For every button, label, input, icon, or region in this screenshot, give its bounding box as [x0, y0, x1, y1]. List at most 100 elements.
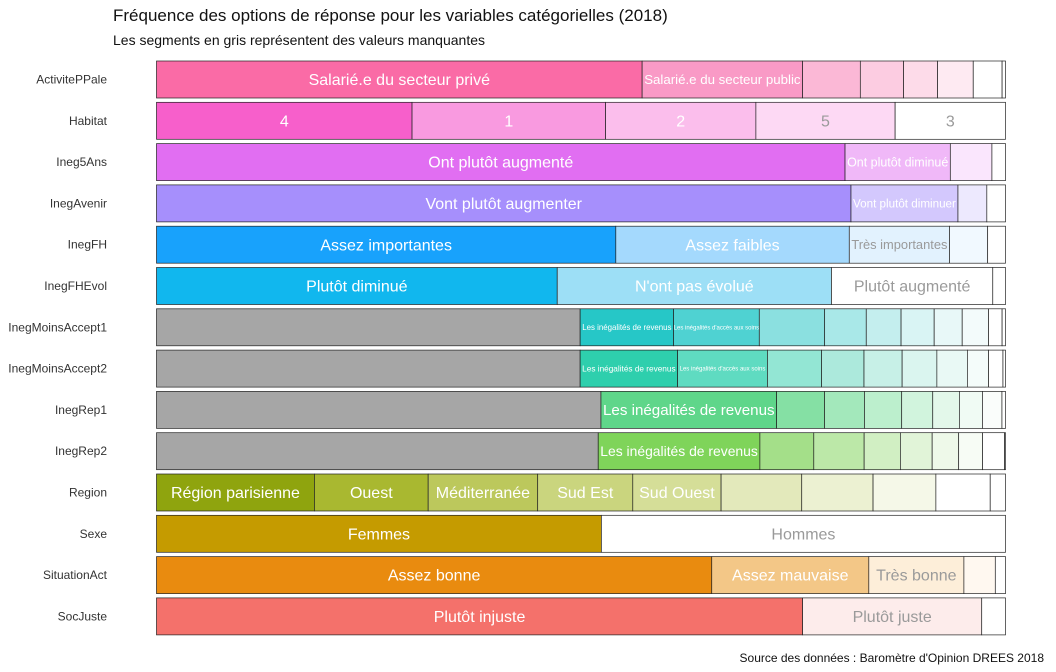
bar-segment: [156, 391, 602, 429]
row-label: Region: [69, 486, 107, 500]
bar-segment: [900, 432, 933, 471]
bar-row-InegRep2: InegRep2 Les inégalités de revenus: [55, 432, 1006, 471]
bar-segment: [427, 473, 539, 512]
bar-segment: [1004, 432, 1006, 471]
segment-label: Ont plutôt augmenté: [428, 155, 573, 172]
chart-subtitle: Les segments en gris représentent des va…: [113, 32, 485, 48]
bar-segment: [963, 556, 996, 594]
segment-label: Région parisienne: [171, 485, 300, 502]
row-label: Ineg5Ans: [56, 155, 107, 169]
bar-segment: [1002, 349, 1006, 388]
bar-segment: [597, 432, 761, 471]
bar-row-InegMoinsAccept2: InegMoinsAccept2 Les inégalités de revenu…: [8, 349, 1006, 388]
segment-label: Sud Ouest: [639, 485, 715, 502]
bar-segment: [863, 432, 901, 471]
bar-segment: [844, 143, 951, 181]
segment-label: Sud Est: [557, 485, 614, 502]
bar-segment: [991, 143, 1006, 181]
bar-segment: [961, 308, 989, 347]
bar-segment: [994, 556, 1006, 594]
bar-segment: [863, 349, 903, 388]
bar-segment: [901, 391, 934, 429]
bar-row-InegMoinsAccept1: InegMoinsAccept1 Les inégalités de revenu…: [8, 308, 1006, 347]
bar-segment: [156, 101, 413, 140]
bar-segment: [156, 597, 803, 636]
segment-label: Assez faibles: [685, 237, 779, 254]
row-label: InegFH: [68, 238, 107, 252]
row-label: SituationAct: [43, 568, 108, 582]
bar-segment: [411, 101, 606, 140]
bar-row-InegRep1: InegRep1 Les inégalités de revenus: [55, 391, 1006, 429]
bar-segment: [156, 225, 617, 264]
bar-segment: [903, 60, 938, 99]
bar-row-InegAvenir: InegAvenir Vont plutôt augmenter Vont plut…: [50, 184, 1006, 223]
bar-segment: [872, 473, 937, 512]
bar-segment: [981, 597, 1006, 636]
bar-segment: [1001, 391, 1006, 429]
segment-label: Plutôt diminué: [306, 279, 407, 296]
bar-segment: [1001, 60, 1006, 99]
bar-segment: [156, 432, 599, 471]
bar-segment: [937, 60, 974, 99]
segment-label: Assez mauvaise: [732, 568, 849, 585]
row-label: InegRep2: [55, 444, 107, 458]
bar-segment: [931, 432, 960, 471]
segment-label: Vont plutôt diminuer: [853, 197, 956, 210]
bar-segment: [711, 556, 870, 594]
bar-segment: [156, 60, 643, 99]
bar-segment: [824, 391, 865, 429]
bar-segment: [755, 101, 896, 140]
segment-label: Les inégalités d'accès aux soins: [680, 367, 766, 373]
segment-label: Assez importantes: [320, 237, 452, 254]
row-label: Habitat: [69, 114, 108, 128]
bar-segment: [776, 391, 825, 429]
segment-label: Les inégalités de revenus: [582, 364, 675, 373]
bar-row-Habitat: Habitat 4 1 2 5 3: [69, 101, 1006, 140]
bar-segment: [156, 473, 315, 512]
bar-segment: [859, 60, 904, 99]
bar-row-SocJuste: SocJuste Plutôt injuste Plutôt juste: [58, 597, 1006, 636]
row-label: InegMoinsAccept2: [8, 362, 107, 376]
bar-segment: [156, 143, 846, 181]
bar-segment: [802, 597, 983, 636]
bar-segment: [935, 473, 991, 512]
bar-segment: [868, 556, 965, 594]
bar-row-ActivitePPale: ActivitePPale Salarié.e du secteur privé S…: [36, 60, 1006, 99]
bar-segment: [156, 267, 558, 305]
bar-segment: [987, 225, 1006, 264]
segment-label: Hommes: [771, 526, 835, 543]
bar-segment: [1001, 308, 1006, 347]
segment-label: 2: [676, 113, 685, 130]
bar-segment: [959, 391, 983, 429]
bar-segment: [901, 349, 938, 388]
bar-segment: [986, 184, 1006, 223]
bar-segment: [957, 184, 988, 223]
segment-label: Vont plutôt augmenter: [425, 196, 582, 213]
bar-row-Sexe: Sexe Femmes Hommes: [80, 514, 1006, 553]
segment-label: Les inégalités de revenus: [603, 402, 775, 419]
row-label: InegMoinsAccept1: [8, 320, 107, 334]
segment-label: Plutôt injuste: [434, 609, 526, 626]
bar-segment: [759, 432, 815, 471]
segment-label: Les inégalités de revenus: [600, 443, 758, 459]
bar-segment: [894, 101, 1006, 140]
bar-row-Region: Region Région parisienne Ouest Méditerranée…: [69, 473, 1006, 512]
bar-segment: [982, 391, 1003, 429]
bar-segment: [673, 308, 760, 347]
bar-segment: [579, 308, 674, 347]
bar-segment: [156, 308, 581, 347]
bar-segment: [720, 473, 803, 512]
bar-segment: [989, 473, 1006, 512]
bar-segment: [972, 60, 1003, 99]
segment-label: Très bonne: [876, 568, 956, 585]
bar-segment: [958, 432, 983, 471]
row-label: Sexe: [80, 527, 108, 541]
bar-segment: [988, 349, 1004, 388]
segment-label: Salarié.e du secteur public: [644, 72, 801, 87]
segment-label: 5: [821, 113, 830, 130]
bar-segment: [850, 184, 959, 223]
segment-label: Les inégalités de revenus: [582, 323, 671, 332]
segment-label: Femmes: [348, 526, 410, 543]
segment-label: Ont plutôt diminué: [847, 155, 948, 169]
row-label: SocJuste: [58, 609, 108, 623]
